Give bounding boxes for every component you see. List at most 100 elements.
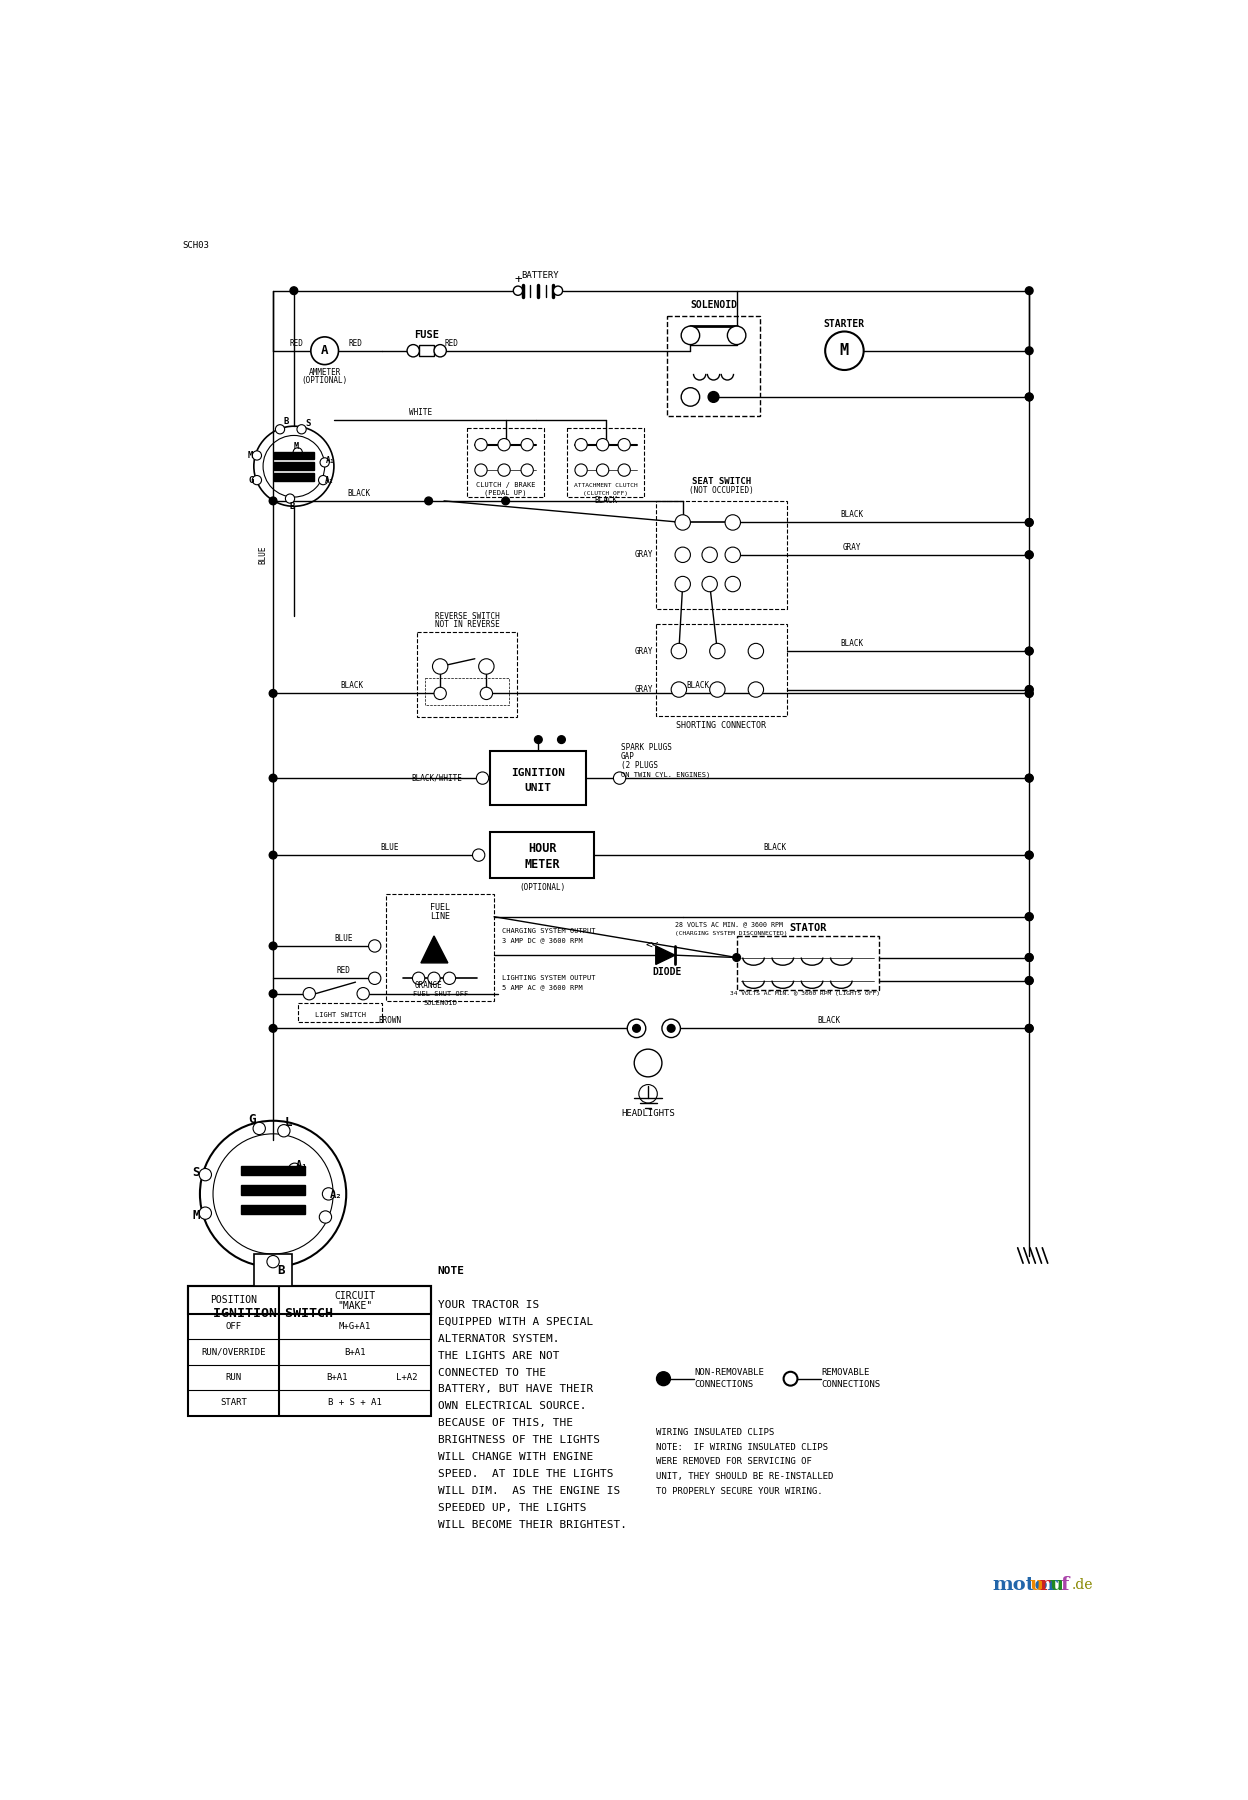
Text: BRIGHTNESS OF THE LIGHTS: BRIGHTNESS OF THE LIGHTS [438,1435,600,1445]
Text: M: M [248,452,253,461]
Circle shape [628,1019,645,1037]
Circle shape [412,972,424,985]
Text: S: S [305,419,311,428]
Circle shape [290,286,298,295]
Circle shape [424,497,433,504]
Circle shape [407,344,419,356]
Text: ON TWIN CYL. ENGINES): ON TWIN CYL. ENGINES) [622,772,710,778]
Circle shape [253,1121,266,1134]
Circle shape [434,688,447,700]
Circle shape [1026,518,1033,526]
Text: A₁: A₁ [326,455,334,464]
Circle shape [661,1019,680,1037]
Circle shape [701,576,718,592]
Text: SOLENOID: SOLENOID [690,299,738,310]
Text: REMOVABLE: REMOVABLE [821,1368,870,1377]
Text: u: u [1030,1577,1043,1595]
Text: METER: METER [524,859,560,871]
Bar [188,1287,431,1415]
Circle shape [656,1372,670,1386]
Text: 34 VOLTS AC MIN. @ 3600 RPM (LIGHTS OFF): 34 VOLTS AC MIN. @ 3600 RPM (LIGHTS OFF) [730,992,880,995]
Text: POSITION: POSITION [211,1296,257,1305]
Bar [655,625,786,716]
Circle shape [681,387,700,407]
Circle shape [710,643,725,659]
Text: SOLENOID: SOLENOID [423,1001,457,1006]
Circle shape [675,515,690,531]
Circle shape [668,1024,675,1031]
Circle shape [1026,286,1033,295]
Circle shape [681,326,700,344]
Text: motor: motor [992,1577,1058,1595]
Bar [273,452,314,459]
Circle shape [1026,913,1033,920]
Circle shape [473,850,484,860]
Text: A₂: A₂ [329,1190,342,1201]
Text: B: B [277,1264,285,1278]
Text: r: r [1040,1577,1050,1595]
Bar [736,936,879,990]
Text: (2 PLUGS: (2 PLUGS [622,761,658,770]
Text: B: B [283,418,288,427]
Text: (OPTIONAL): (OPTIONAL) [519,884,565,893]
Circle shape [479,659,494,675]
Text: BLACK: BLACK [841,639,864,648]
Text: BECAUSE OF THIS, THE: BECAUSE OF THIS, THE [438,1418,573,1429]
Circle shape [319,1211,332,1224]
Text: WHITE: WHITE [409,409,433,418]
Circle shape [1026,648,1033,655]
Text: UNIT: UNIT [525,783,552,794]
Text: EQUIPPED WITH A SPECIAL: EQUIPPED WITH A SPECIAL [438,1318,593,1327]
Circle shape [477,772,489,785]
Bar [467,428,544,497]
Circle shape [502,497,509,504]
Text: BLACK: BLACK [686,680,710,689]
Circle shape [293,448,302,457]
Text: G: G [248,1114,256,1127]
Text: CIRCUIT: CIRCUIT [334,1291,376,1301]
Text: CONNECTIONS: CONNECTIONS [694,1381,754,1390]
Circle shape [1026,689,1033,697]
Text: (OPTIONAL): (OPTIONAL) [302,376,348,385]
Text: IGNITION: IGNITION [512,769,565,778]
Text: RED: RED [337,967,351,976]
Bar [655,500,786,608]
Circle shape [1026,392,1033,401]
Text: SCH03: SCH03 [182,241,210,250]
Text: u: u [1050,1577,1065,1595]
Circle shape [597,439,609,450]
Text: A₂: A₂ [324,475,334,484]
Text: M: M [293,441,298,450]
Text: BLACK/WHITE: BLACK/WHITE [411,774,462,783]
Text: GAP: GAP [622,752,635,761]
Circle shape [319,457,329,466]
Text: NOTE:  IF WIRING INSULATED CLIPS: NOTE: IF WIRING INSULATED CLIPS [655,1444,827,1453]
Bar [387,893,494,1001]
Circle shape [1026,851,1033,859]
Circle shape [288,1163,301,1175]
Text: REVERSE SWITCH: REVERSE SWITCH [434,612,499,621]
Text: BLACK: BLACK [817,1017,841,1026]
Text: <<: << [645,941,659,950]
Circle shape [513,286,523,295]
Circle shape [252,450,262,461]
Text: SPEEDED UP, THE LIGHTS: SPEEDED UP, THE LIGHTS [438,1503,587,1514]
Text: RUN/OVERRIDE: RUN/OVERRIDE [202,1348,266,1357]
Circle shape [1026,913,1033,920]
Bar [568,428,644,497]
Circle shape [618,439,630,450]
Text: BLACK: BLACK [348,490,371,499]
Circle shape [708,392,719,403]
Text: STATOR: STATOR [789,923,826,932]
Bar [490,832,594,878]
Polygon shape [655,947,675,965]
Text: BATTERY, BUT HAVE THEIR: BATTERY, BUT HAVE THEIR [438,1384,593,1395]
Text: 5 AMP AC @ 3600 RPM: 5 AMP AC @ 3600 RPM [502,985,583,990]
Text: 3 AMP DC @ 3600 RPM: 3 AMP DC @ 3600 RPM [502,936,583,943]
Text: +: + [514,274,522,286]
Text: OFF: OFF [226,1323,242,1332]
Circle shape [575,439,588,450]
Circle shape [318,475,328,484]
Text: SPEED.  AT IDLE THE LIGHTS: SPEED. AT IDLE THE LIGHTS [438,1469,613,1480]
Text: NON-REMOVABLE: NON-REMOVABLE [694,1368,764,1377]
